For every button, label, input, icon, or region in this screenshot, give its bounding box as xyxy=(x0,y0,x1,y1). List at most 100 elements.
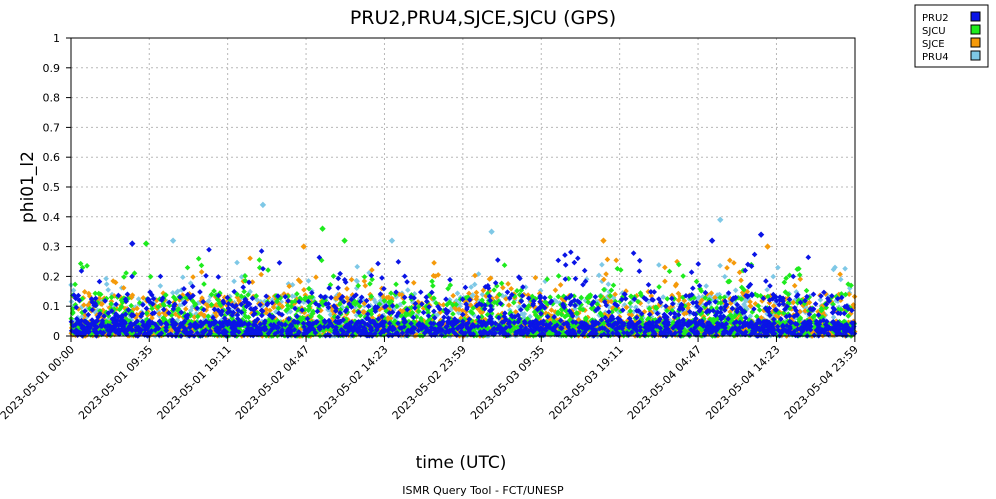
data-point xyxy=(337,301,343,308)
data-point xyxy=(185,318,192,325)
data-point xyxy=(645,332,652,338)
data-point xyxy=(343,316,349,322)
data-point xyxy=(216,300,223,307)
data-point xyxy=(710,320,716,326)
data-point xyxy=(533,332,539,338)
data-point xyxy=(547,294,553,300)
data-point xyxy=(362,282,369,289)
data-point xyxy=(586,293,592,299)
data-point xyxy=(524,306,530,312)
data-point xyxy=(429,278,435,285)
data-point xyxy=(811,319,818,326)
data-point xyxy=(263,310,269,316)
data-point xyxy=(617,298,624,305)
data-point xyxy=(134,305,140,312)
data-point xyxy=(469,292,476,298)
data-point xyxy=(623,304,630,311)
data-point xyxy=(453,306,459,313)
data-point xyxy=(284,309,291,315)
data-point xyxy=(349,292,356,298)
data-point xyxy=(636,331,643,337)
data-point xyxy=(157,302,163,309)
data-point xyxy=(286,283,293,290)
data-point xyxy=(712,294,718,301)
data-point xyxy=(156,310,162,317)
data-point xyxy=(305,278,312,284)
data-point xyxy=(118,303,125,310)
data-point xyxy=(627,303,634,310)
data-point xyxy=(217,302,224,309)
data-point xyxy=(258,271,264,278)
data-point xyxy=(699,297,705,304)
data-point xyxy=(406,318,412,325)
data-point xyxy=(231,299,238,306)
data-point xyxy=(301,287,307,293)
data-point xyxy=(238,293,245,299)
data-point xyxy=(680,332,687,338)
data-point xyxy=(830,314,837,321)
data-point xyxy=(415,299,421,305)
data-point xyxy=(599,261,605,268)
data-point xyxy=(198,310,204,317)
data-point xyxy=(594,301,601,307)
data-point xyxy=(727,257,733,264)
data-point xyxy=(404,324,410,330)
data-point xyxy=(411,318,417,325)
data-point xyxy=(601,286,607,293)
data-point xyxy=(627,300,633,306)
data-point xyxy=(756,307,763,313)
data-point xyxy=(361,278,368,284)
data-point xyxy=(172,311,179,317)
data-point xyxy=(786,305,793,312)
data-point xyxy=(453,301,459,308)
data-point xyxy=(362,314,369,320)
data-point xyxy=(473,289,480,296)
data-point xyxy=(817,297,824,303)
data-point xyxy=(542,299,549,305)
data-point xyxy=(103,275,109,282)
data-point xyxy=(637,290,644,296)
data-point xyxy=(110,278,116,284)
data-point xyxy=(377,298,384,304)
data-point xyxy=(140,295,147,301)
data-point xyxy=(234,259,240,266)
data-point xyxy=(682,303,688,309)
data-point xyxy=(613,257,620,264)
data-point xyxy=(742,304,749,310)
data-point xyxy=(837,271,843,278)
data-point xyxy=(274,298,280,305)
data-point xyxy=(559,295,565,302)
data-point xyxy=(588,305,595,312)
data-point xyxy=(604,256,611,263)
data-point xyxy=(511,293,518,299)
data-point xyxy=(656,262,662,268)
data-point xyxy=(273,309,279,315)
data-point xyxy=(664,307,670,314)
data-point xyxy=(532,274,539,281)
data-point xyxy=(204,302,211,309)
data-point xyxy=(709,316,715,323)
data-point xyxy=(335,294,341,301)
data-point xyxy=(236,297,242,304)
data-point xyxy=(747,299,753,305)
data-point xyxy=(660,294,666,300)
data-point xyxy=(474,332,480,338)
data-point xyxy=(120,285,127,291)
data-point xyxy=(470,305,477,311)
data-point xyxy=(702,295,708,301)
data-point xyxy=(597,293,604,300)
data-point xyxy=(328,327,335,334)
data-point xyxy=(87,305,93,312)
data-point xyxy=(483,293,489,299)
data-point xyxy=(463,308,469,315)
data-point xyxy=(781,279,788,286)
data-point xyxy=(86,293,93,299)
data-point xyxy=(72,302,79,308)
data-point xyxy=(160,309,167,316)
data-point xyxy=(393,294,400,300)
data-point xyxy=(527,330,533,336)
data-point xyxy=(432,312,439,319)
data-point xyxy=(214,296,221,303)
data-point xyxy=(318,257,325,264)
